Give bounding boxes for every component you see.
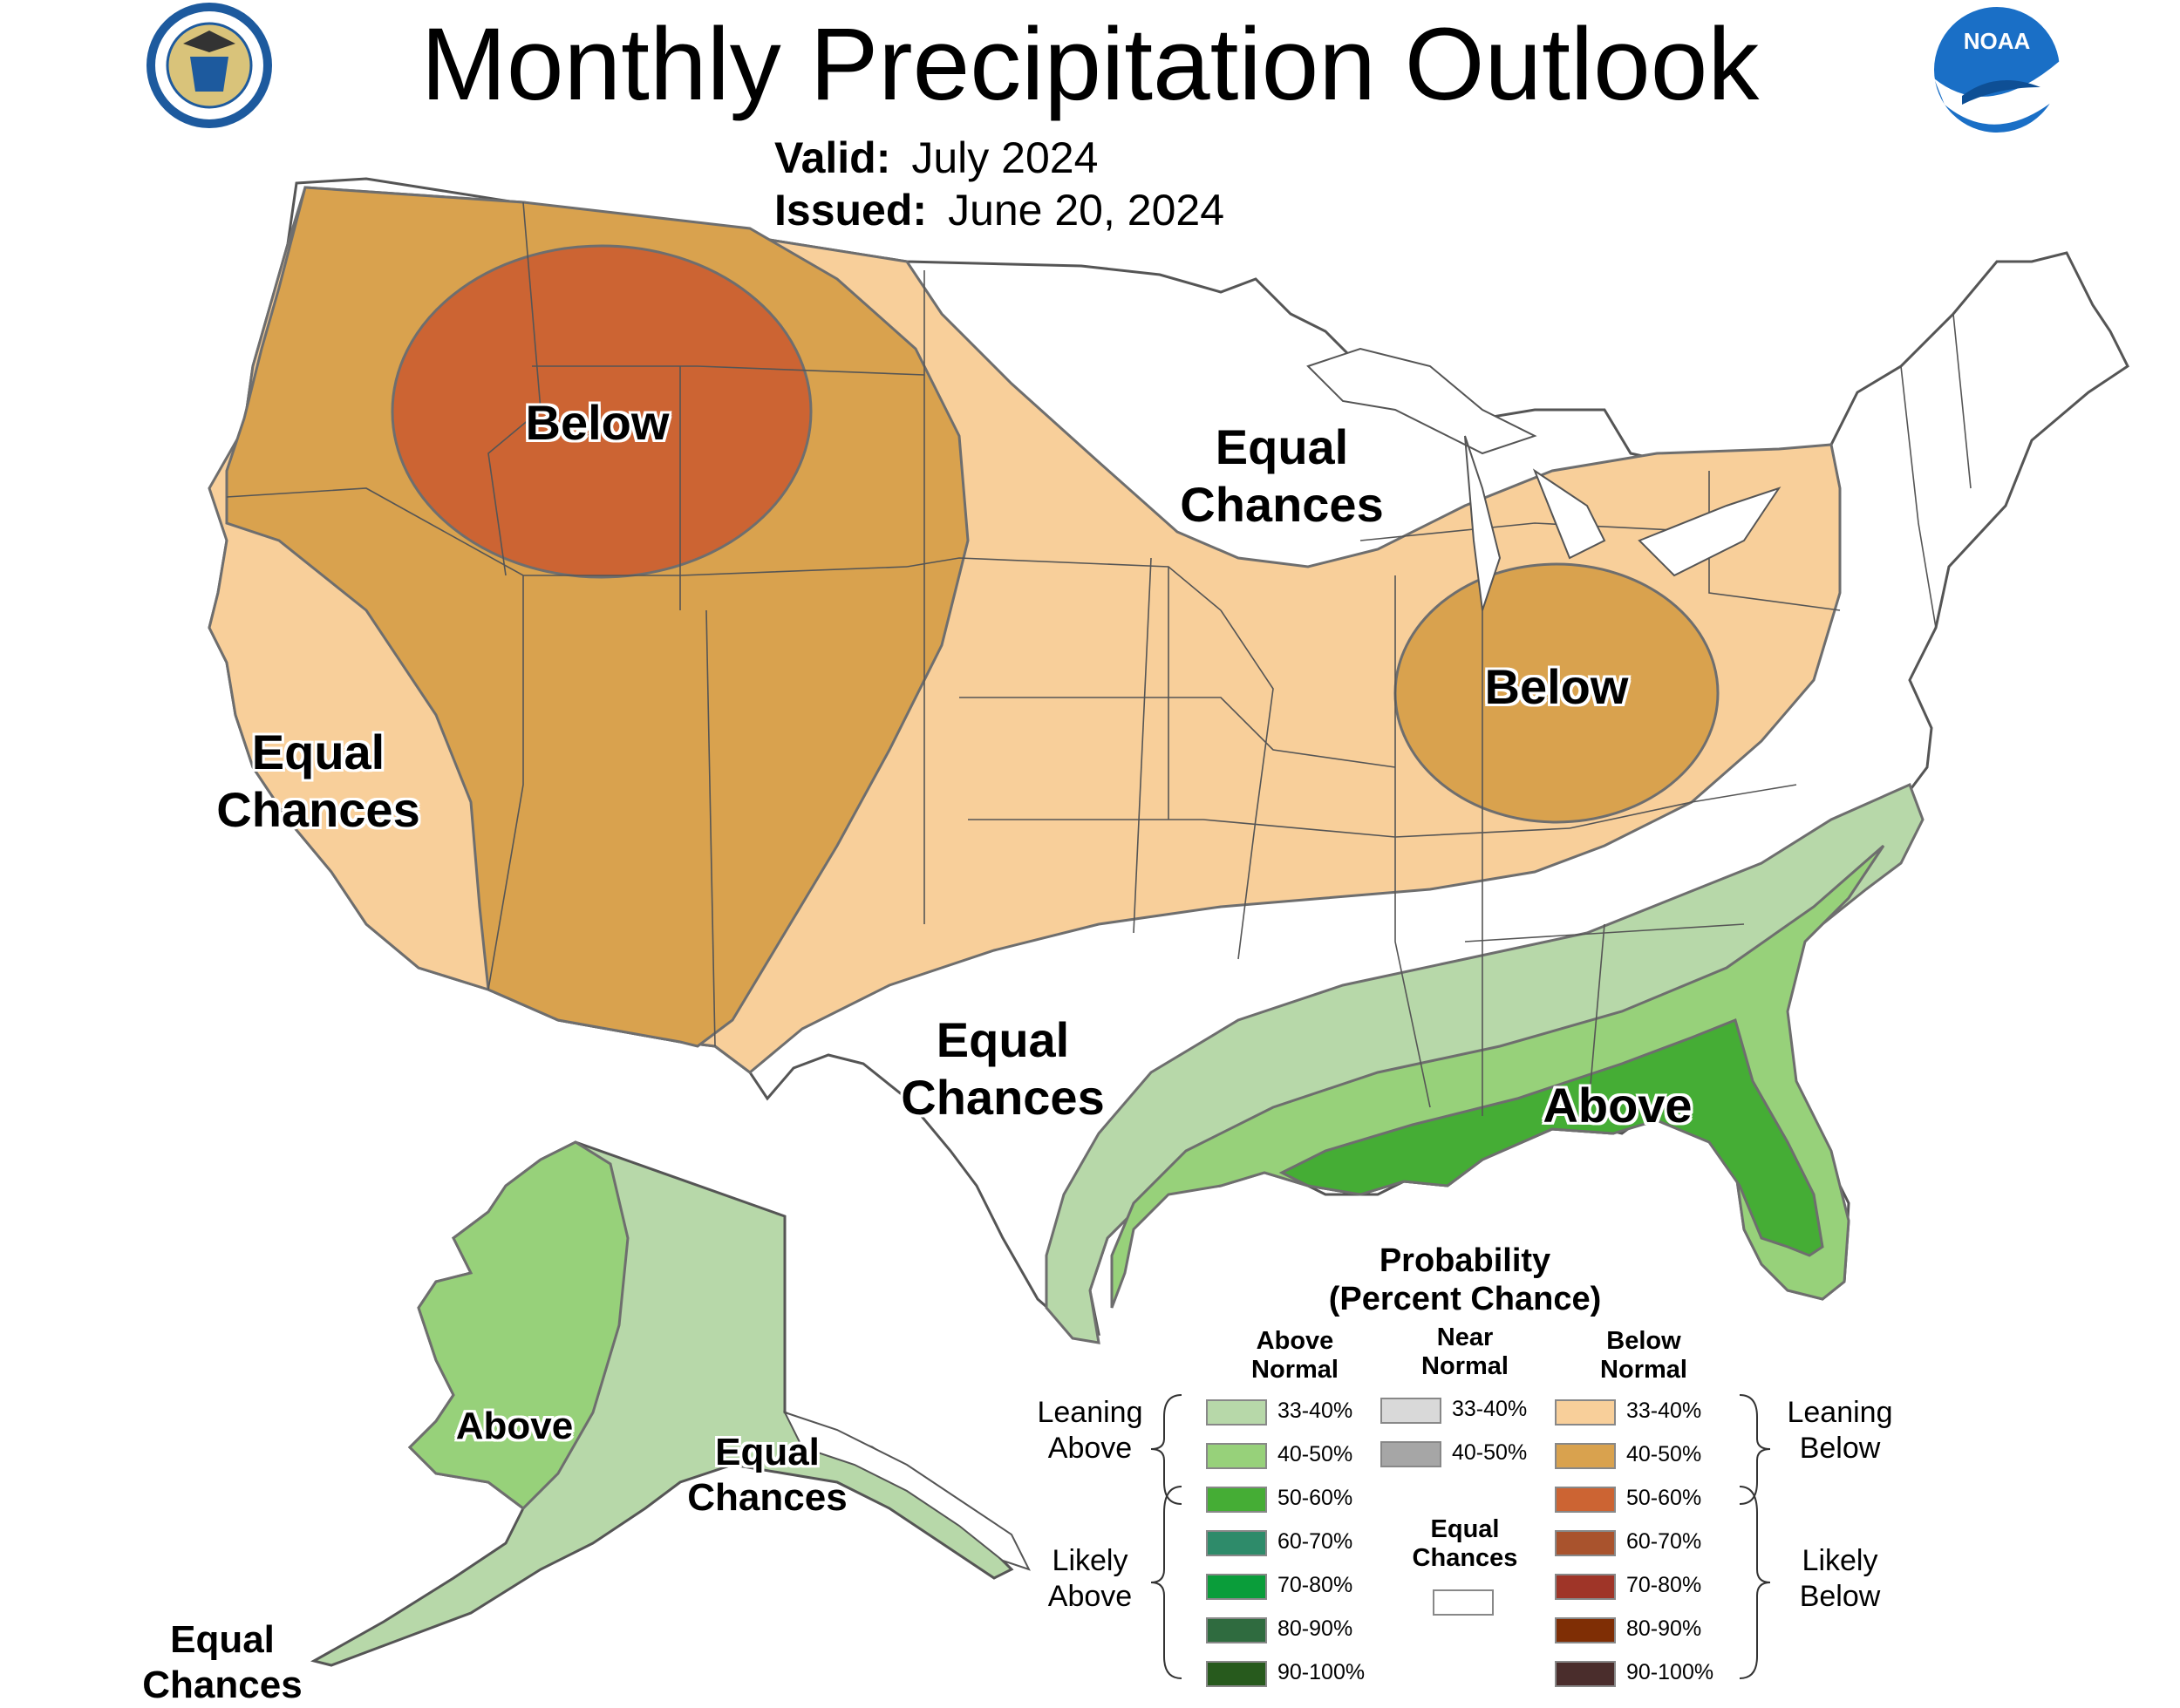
label-above-southeast: Above xyxy=(1543,1078,1693,1133)
legend-likely-above-line2: Above xyxy=(1047,1579,1133,1613)
legend-below-pct-3: 60-70% xyxy=(1626,1529,1702,1554)
legend-above-pct-0: 33-40% xyxy=(1277,1398,1353,1423)
legend-above-swatch-2 xyxy=(1206,1487,1267,1513)
legend-title-line2: (Percent Chance) xyxy=(1328,1280,1602,1317)
noaa-logo-text: NOAA xyxy=(1964,28,2031,54)
legend-equal-chances: Equal Chances xyxy=(1382,1515,1548,1574)
legend-below-swatch-2 xyxy=(1555,1487,1616,1513)
legend-likely-above: Likely Above xyxy=(1007,1543,1173,1615)
legend-likely-above-line1: Likely xyxy=(1052,1544,1128,1577)
legend-likely-below-line2: Below xyxy=(1799,1579,1881,1613)
legend-below-swatch-4 xyxy=(1555,1574,1616,1600)
legend-col-above-line1: Above xyxy=(1256,1327,1334,1355)
legend-above-pct-5: 80-90% xyxy=(1277,1616,1353,1641)
label-equal-alaska-al-line1: Equal xyxy=(170,1618,275,1661)
legend-above-swatch-3 xyxy=(1206,1530,1267,1556)
legend-col-near-line2: Normal xyxy=(1421,1352,1509,1381)
legend-near-swatch-0 xyxy=(1380,1398,1441,1424)
legend-title-line1: Probability xyxy=(1379,1242,1551,1279)
label-equal-great-lakes-line1: Equal xyxy=(1215,419,1349,474)
great-lakes xyxy=(1306,347,1781,611)
alaska-panhandle xyxy=(783,1411,1031,1571)
legend-col-above-line2: Normal xyxy=(1251,1356,1339,1385)
legend-leaning-below: Leaning Below xyxy=(1757,1395,1923,1466)
legend-below-swatch-1 xyxy=(1555,1443,1616,1469)
legend-above-pct-6: 90-100% xyxy=(1277,1660,1366,1684)
legend-above-pct-2: 50-60% xyxy=(1277,1486,1353,1510)
legend-likely-below: Likely Below xyxy=(1757,1543,1923,1615)
legend-leaning-above-line2: Above xyxy=(1047,1431,1133,1465)
label-equal-alaska-se-line2: Chances xyxy=(687,1475,848,1519)
legend-leaning-above-line1: Leaning xyxy=(1037,1396,1143,1429)
legend-below-swatch-5 xyxy=(1555,1617,1616,1643)
legend-equal-chances-line1: Equal xyxy=(1430,1515,1500,1543)
legend-above-swatch-4 xyxy=(1206,1574,1267,1600)
legend-below-pct-4: 70-80% xyxy=(1626,1573,1702,1597)
legend-leaning-below-line2: Below xyxy=(1799,1431,1881,1465)
legend-col-below: Below Normal xyxy=(1561,1327,1727,1385)
legend-above-swatch-0 xyxy=(1206,1399,1267,1426)
label-equal-california: Equal Chances xyxy=(205,724,432,839)
legend-leaning-above: Leaning Above xyxy=(1007,1395,1173,1466)
legend-near-pct-0: 33-40% xyxy=(1452,1397,1528,1421)
legend-equal-chances-line2: Chances xyxy=(1412,1544,1518,1573)
legend-col-below-line1: Below xyxy=(1606,1327,1681,1355)
valid-line: Valid: July 2024 xyxy=(774,133,1098,183)
region-above-50-60-southeast xyxy=(1278,1017,1824,1257)
noaa-logo: NOAA xyxy=(1934,7,2060,133)
legend-below-swatch-3 xyxy=(1555,1530,1616,1556)
legend-below-pct-0: 33-40% xyxy=(1626,1398,1702,1423)
label-equal-alaska-se-line1: Equal xyxy=(715,1431,820,1473)
issued-value: June 20, 2024 xyxy=(948,186,1225,235)
legend-col-above: Above Normal xyxy=(1212,1327,1378,1385)
legend-above-pct-4: 70-80% xyxy=(1277,1573,1353,1597)
label-equal-california-line2: Chances xyxy=(216,782,420,838)
legend-below-swatch-0 xyxy=(1555,1399,1616,1426)
commerce-seal-logo xyxy=(146,3,272,128)
legend-below-pct-2: 50-60% xyxy=(1626,1486,1702,1510)
legend-above-swatch-1 xyxy=(1206,1443,1267,1469)
legend-below-pct-5: 80-90% xyxy=(1626,1616,1702,1641)
legend-above-pct-1: 40-50% xyxy=(1277,1442,1353,1466)
legend-leaning-below-line1: Leaning xyxy=(1787,1396,1893,1429)
legend-col-below-line2: Normal xyxy=(1600,1356,1687,1385)
region-below-50-60-northwest xyxy=(391,244,813,579)
legend-above-pct-3: 60-70% xyxy=(1277,1529,1353,1554)
label-equal-great-lakes-line2: Chances xyxy=(1180,477,1384,533)
label-below-ohio: Below xyxy=(1484,659,1629,714)
label-equal-alaska-southeast: Equal Chances xyxy=(671,1430,863,1521)
issued-line: Issued: June 20, 2024 xyxy=(774,185,1224,235)
region-above-40-50-alaska xyxy=(407,1140,630,1510)
legend-col-near-line1: Near xyxy=(1436,1324,1494,1351)
legend-below-pct-6: 90-100% xyxy=(1626,1660,1714,1684)
state-boundaries xyxy=(226,201,1972,1126)
label-equal-texas-line2: Chances xyxy=(901,1070,1105,1126)
legend-above-swatch-6 xyxy=(1206,1661,1267,1687)
legend-below-pct-1: 40-50% xyxy=(1626,1442,1702,1466)
label-above-alaska: Above xyxy=(455,1405,574,1447)
legend-near-pct-1: 40-50% xyxy=(1452,1440,1528,1465)
label-equal-texas: Equal Chances xyxy=(889,1011,1116,1126)
legend-near-swatch-1 xyxy=(1380,1441,1441,1467)
issued-label: Issued: xyxy=(774,186,928,235)
label-equal-great-lakes: Equal Chances xyxy=(1168,418,1395,534)
label-below-northwest: Below xyxy=(525,395,670,450)
legend-col-near: Near Normal xyxy=(1382,1324,1548,1382)
valid-label: Valid: xyxy=(774,133,891,182)
legend-below-swatch-6 xyxy=(1555,1661,1616,1687)
legend-above-swatch-5 xyxy=(1206,1617,1267,1643)
legend-likely-below-line1: Likely xyxy=(1802,1544,1878,1577)
legend-equal-chances-swatch xyxy=(1433,1589,1494,1616)
label-equal-texas-line1: Equal xyxy=(936,1012,1070,1067)
label-equal-california-line1: Equal xyxy=(251,725,385,779)
map-title: Monthly Precipitation Outlook xyxy=(420,7,1760,122)
legend-title: Probability (Percent Chance) xyxy=(1308,1242,1622,1318)
valid-value: July 2024 xyxy=(911,133,1099,182)
